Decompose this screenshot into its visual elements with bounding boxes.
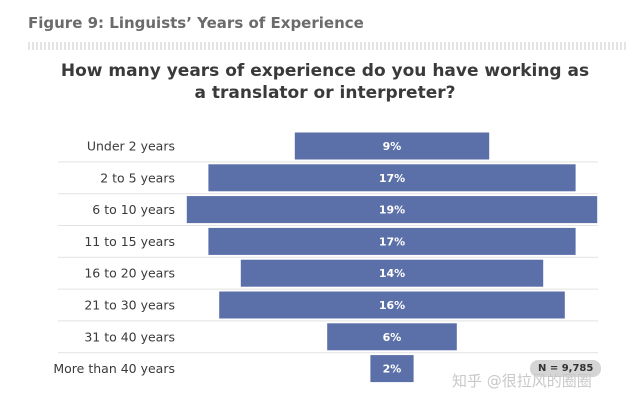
bar [208, 227, 576, 255]
value-label: 6% [383, 331, 402, 344]
watermark: 知乎 @很拉风的圈圈 [452, 372, 592, 390]
value-label: 17% [379, 172, 405, 185]
bar [219, 291, 565, 319]
category-label: 21 to 30 years [84, 298, 175, 313]
value-label: 17% [379, 235, 405, 248]
category-label: 6 to 10 years [92, 202, 175, 217]
category-label: 11 to 15 years [84, 234, 175, 249]
bar [370, 355, 414, 383]
value-label: 19% [379, 204, 405, 217]
category-label: 2 to 5 years [100, 170, 175, 185]
chart-title: How many years of experience do you have… [60, 61, 590, 103]
figure-title: Figure 9: Linguists’ Years of Experience [28, 14, 364, 32]
bar [186, 196, 598, 224]
title-divider [28, 42, 626, 50]
bar [208, 164, 576, 192]
bar [240, 259, 544, 287]
value-label: 9% [383, 140, 402, 153]
value-label: 2% [383, 363, 402, 376]
value-label: 16% [379, 299, 405, 312]
value-label: 14% [379, 267, 405, 280]
category-label: 31 to 40 years [84, 329, 175, 344]
bar [294, 132, 490, 160]
category-label: 16 to 20 years [84, 266, 175, 281]
sample-size-badge: N = 9,785 [530, 360, 602, 377]
category-label: Under 2 years [87, 139, 175, 154]
category-label: More than 40 years [53, 361, 175, 376]
bar [327, 323, 457, 351]
